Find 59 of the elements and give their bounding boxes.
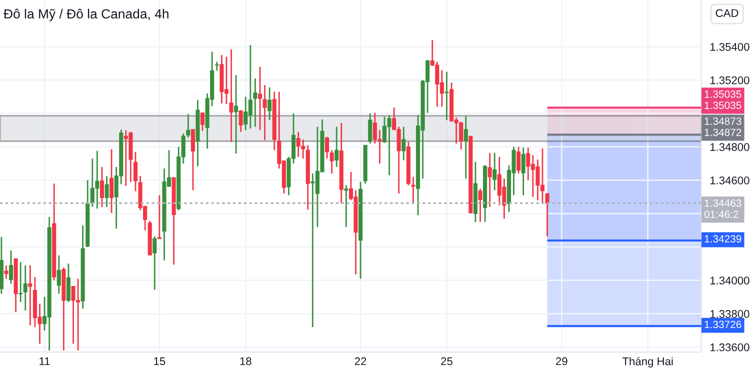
candlestick [262, 84, 267, 141]
x-tick-label: 15 [154, 357, 166, 366]
x-tick-label: 22 [354, 357, 366, 366]
candlestick [330, 150, 334, 174]
y-tick-label: 1.33600 [710, 343, 750, 352]
candlestick [110, 148, 114, 214]
candlestick [4, 264, 8, 280]
candlestick [100, 166, 104, 208]
x-tick-label: Tháng Hai [622, 356, 673, 368]
candlestick [18, 261, 23, 303]
candlestick [234, 74, 238, 154]
candlestick [258, 66, 262, 131]
y-tick-label: 1.35200 [710, 76, 750, 84]
candlestick [28, 264, 32, 326]
ref-line-label: 1.34463 01:46:2 [704, 199, 742, 218]
y-tick-label: 1.35400 [710, 42, 750, 51]
candlestick [334, 126, 339, 168]
y-tick-label: 1.34600 [710, 176, 750, 184]
y-tick-label: 1.34800 [710, 143, 750, 151]
candlestick [516, 146, 521, 174]
candlestick [186, 113, 190, 138]
candlestick [411, 176, 416, 204]
text: Đô la Mỹ / Đô la Canada, 4h [4, 8, 168, 22]
ref-line-label: 1.35035 1.35035 [704, 90, 742, 110]
candlestick [268, 86, 272, 121]
y-axis-title: CAD [716, 9, 738, 17]
x-tick-label: 18 [240, 357, 252, 366]
candlestick [545, 192, 550, 238]
x-tick-label: 25 [441, 357, 452, 366]
candlestick [56, 254, 61, 294]
candlestick [133, 151, 138, 192]
candlestick [229, 48, 234, 143]
candlestick [253, 78, 258, 128]
x-tick-label: 11 [40, 357, 50, 366]
candlestick [152, 236, 157, 290]
candlestick [214, 61, 219, 72]
candlestick [190, 128, 195, 191]
candlestick [157, 194, 162, 240]
candlestick [8, 250, 14, 284]
candlestick [402, 126, 406, 161]
candlestick [104, 176, 109, 208]
y-tick-label: 1.34000 [710, 276, 750, 284]
x-tick-label: 29 [556, 357, 568, 366]
candlestick [492, 152, 497, 191]
candlestick [464, 115, 468, 180]
candlestick [200, 112, 205, 132]
candlestick [368, 112, 372, 144]
ref-line-label: 1.33726 [704, 320, 742, 328]
candlestick [478, 188, 482, 223]
candlestick [66, 262, 70, 303]
candlestick [238, 109, 243, 133]
candlestick [521, 146, 526, 196]
candlestick [324, 136, 330, 160]
candlestick [344, 184, 348, 228]
ref-line-label: 1.34873 1.34872 [704, 117, 742, 136]
y-tick-label: 1.33800 [710, 310, 750, 318]
ref-line-label: 1.34239 [704, 235, 742, 243]
candlestick [23, 264, 28, 312]
candlestick [488, 152, 492, 208]
